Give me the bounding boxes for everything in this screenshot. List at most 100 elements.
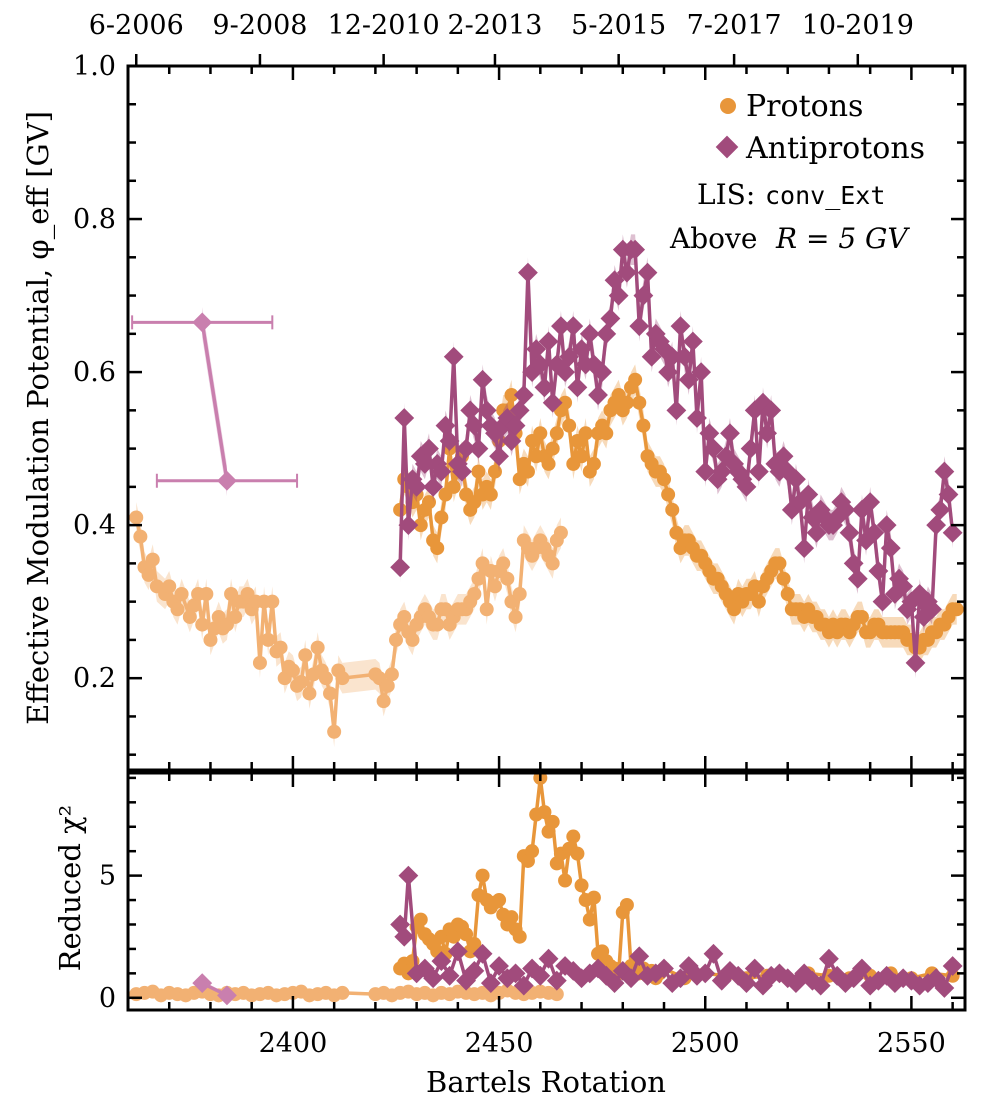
protons-point — [327, 724, 342, 739]
top-y-tick-label: 0.4 — [73, 510, 116, 541]
antiprotons-point — [596, 323, 617, 344]
antiprotons-point — [934, 978, 955, 998]
antiprotons-point — [938, 484, 959, 505]
protons-point — [261, 632, 276, 647]
antiprotons-point — [934, 461, 955, 482]
protons-point — [512, 929, 527, 944]
antiprotons-point — [847, 568, 868, 589]
protons-point — [492, 893, 507, 908]
antiprotons-line-0 — [200, 322, 229, 482]
antiprotons-point — [740, 438, 761, 459]
antiprotons-point — [518, 262, 538, 283]
antiprotons-point — [456, 438, 476, 459]
antiprotons-point — [542, 392, 563, 413]
antiprotons-point — [431, 951, 452, 972]
antiprotons-point — [509, 400, 530, 421]
protons-point — [265, 594, 280, 609]
protons-point — [636, 418, 651, 433]
antiprotons-point — [192, 312, 213, 333]
antiprotons-point — [794, 538, 815, 558]
legend-protons-label: Protons — [746, 89, 863, 124]
antiprotons-point — [472, 369, 493, 390]
x-tick-label: 2550 — [877, 1028, 946, 1059]
protons-point — [318, 671, 333, 686]
antiprotons-point — [452, 461, 472, 482]
antiprotons-point — [621, 968, 641, 989]
antiprotons-point — [472, 943, 493, 964]
protons-point — [553, 525, 568, 540]
top-date-label: 9-2008 — [212, 10, 307, 41]
protons-point — [405, 632, 420, 647]
protons-point — [751, 594, 766, 609]
protons-point — [298, 648, 313, 663]
protons-point — [558, 395, 573, 410]
protons-point — [467, 937, 482, 952]
antiprotons-point — [658, 362, 679, 382]
bottom-y-axis-title: Reduced χ² — [53, 805, 87, 972]
antiprotons-point — [617, 262, 637, 283]
antiprotons-point — [773, 446, 794, 467]
antiprotons-point — [551, 316, 571, 337]
antiprotons-point — [736, 973, 757, 994]
top-date-label: 2-2013 — [447, 10, 542, 41]
protons-point — [294, 675, 309, 689]
protons-point — [285, 663, 300, 678]
top-panel-frame — [126, 64, 967, 772]
antiprotons-point — [703, 943, 724, 964]
protons-point — [512, 587, 527, 601]
protons-point — [141, 567, 156, 582]
antiprotons-point — [893, 576, 914, 597]
top-y-tick-label: 1.0 — [73, 51, 116, 82]
antiprotons-point — [629, 946, 650, 967]
antiprotons-point — [654, 958, 674, 979]
antiprotons-point — [423, 476, 444, 497]
antiprotons-point — [641, 346, 662, 367]
bottom-y-tick-label: 5 — [99, 861, 116, 892]
antiprotons-point — [439, 431, 460, 451]
protons-point — [302, 686, 317, 701]
antiprotons-point — [394, 408, 415, 428]
antiprotons-point — [852, 958, 872, 979]
antiprotons-point — [608, 285, 629, 306]
antiprotons-point — [633, 285, 654, 306]
antiprotons-point — [786, 469, 806, 490]
protons-point — [533, 426, 548, 441]
protons-point — [384, 667, 399, 682]
antiprotons-point — [691, 362, 712, 382]
protons-point — [483, 487, 498, 502]
top-y-tick-label: 0.2 — [73, 663, 116, 694]
protons-point — [459, 927, 474, 942]
protons-point — [520, 464, 535, 479]
antiprotons-point — [942, 956, 963, 976]
antiprotons-point — [460, 400, 481, 421]
protons-point — [566, 829, 581, 844]
top-date-label: 10-2019 — [802, 10, 914, 41]
antiprotons-point — [419, 438, 439, 459]
antiprotons-point — [571, 339, 592, 360]
antiprotons-point — [748, 461, 769, 482]
x-axis-title: Bartels Rotation — [426, 1065, 666, 1099]
antiprotons-point — [798, 484, 819, 505]
protons-point — [949, 602, 964, 617]
protons-point — [504, 388, 519, 403]
antiprotons-point — [505, 415, 526, 436]
antiprotons-point — [513, 385, 534, 405]
antiprotons-point — [670, 316, 691, 337]
legend-antiprotons-label: Antiprotons — [745, 131, 925, 166]
antiprotons-point — [880, 538, 901, 558]
protons-point — [619, 395, 634, 410]
protons-point — [661, 487, 676, 502]
antiprotons-point — [530, 354, 551, 375]
antiprotons-point — [501, 431, 522, 451]
antiprotons-point — [505, 963, 526, 984]
antiprotons-point — [489, 956, 509, 976]
protons-point — [549, 426, 564, 441]
protons-point — [430, 617, 445, 632]
antiprotons-point — [513, 975, 534, 996]
antiprotons-point — [629, 316, 650, 337]
legend-protons-marker — [720, 98, 736, 114]
antiprotons-point — [567, 377, 588, 398]
antiprotons-point — [431, 461, 452, 482]
antiprotons-point — [736, 476, 757, 497]
protons-point — [129, 510, 144, 525]
